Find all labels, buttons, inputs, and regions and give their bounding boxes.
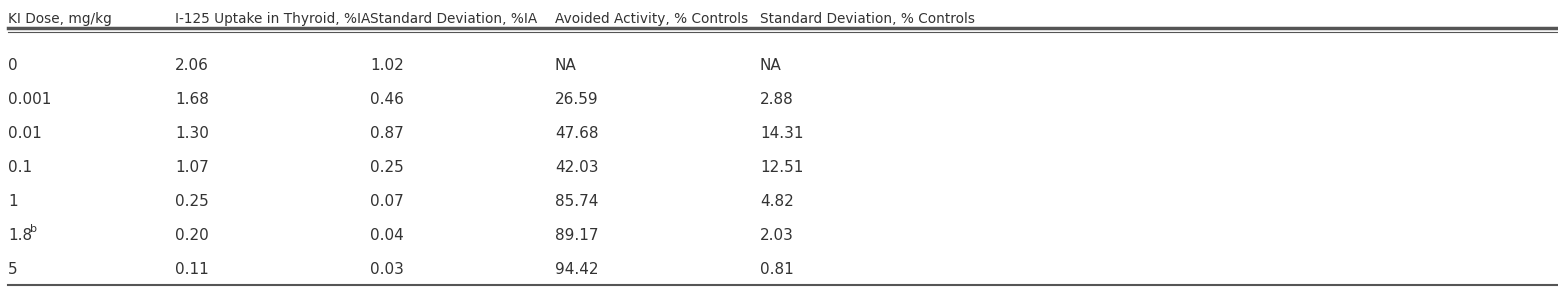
Text: 1.68: 1.68 [174,91,209,106]
Text: 1.07: 1.07 [174,160,209,175]
Text: 0.07: 0.07 [369,193,404,208]
Text: I-125 Uptake in Thyroid, %IA: I-125 Uptake in Thyroid, %IA [174,12,371,26]
Text: 12.51: 12.51 [760,160,804,175]
Text: 0: 0 [8,58,17,73]
Text: 1.02: 1.02 [369,58,404,73]
Text: 0.1: 0.1 [8,160,33,175]
Text: 14.31: 14.31 [760,126,804,141]
Text: 2.03: 2.03 [760,228,795,243]
Text: 2.88: 2.88 [760,91,793,106]
Text: 47.68: 47.68 [555,126,598,141]
Text: 1: 1 [8,193,17,208]
Text: 2.06: 2.06 [174,58,209,73]
Text: Standard Deviation, %IA: Standard Deviation, %IA [369,12,538,26]
Text: 94.42: 94.42 [555,261,598,276]
Text: Standard Deviation, % Controls: Standard Deviation, % Controls [760,12,975,26]
Text: 85.74: 85.74 [555,193,598,208]
Text: 0.20: 0.20 [174,228,209,243]
Text: 0.001: 0.001 [8,91,51,106]
Text: 42.03: 42.03 [555,160,598,175]
Text: 0.04: 0.04 [369,228,404,243]
Text: NA: NA [760,58,782,73]
Text: b: b [30,224,37,234]
Text: 0.03: 0.03 [369,261,404,276]
Text: 0.81: 0.81 [760,261,793,276]
Text: 1.30: 1.30 [174,126,209,141]
Text: 0.25: 0.25 [174,193,209,208]
Text: 0.87: 0.87 [369,126,404,141]
Text: NA: NA [555,58,576,73]
Text: 89.17: 89.17 [555,228,598,243]
Text: Avoided Activity, % Controls: Avoided Activity, % Controls [555,12,748,26]
Text: KI Dose, mg/kg: KI Dose, mg/kg [8,12,112,26]
Text: 0.46: 0.46 [369,91,404,106]
Text: 0.01: 0.01 [8,126,42,141]
Text: 5: 5 [8,261,17,276]
Text: 0.25: 0.25 [369,160,404,175]
Text: 0.11: 0.11 [174,261,209,276]
Text: 4.82: 4.82 [760,193,793,208]
Text: 26.59: 26.59 [555,91,598,106]
Text: 1.8: 1.8 [8,228,33,243]
